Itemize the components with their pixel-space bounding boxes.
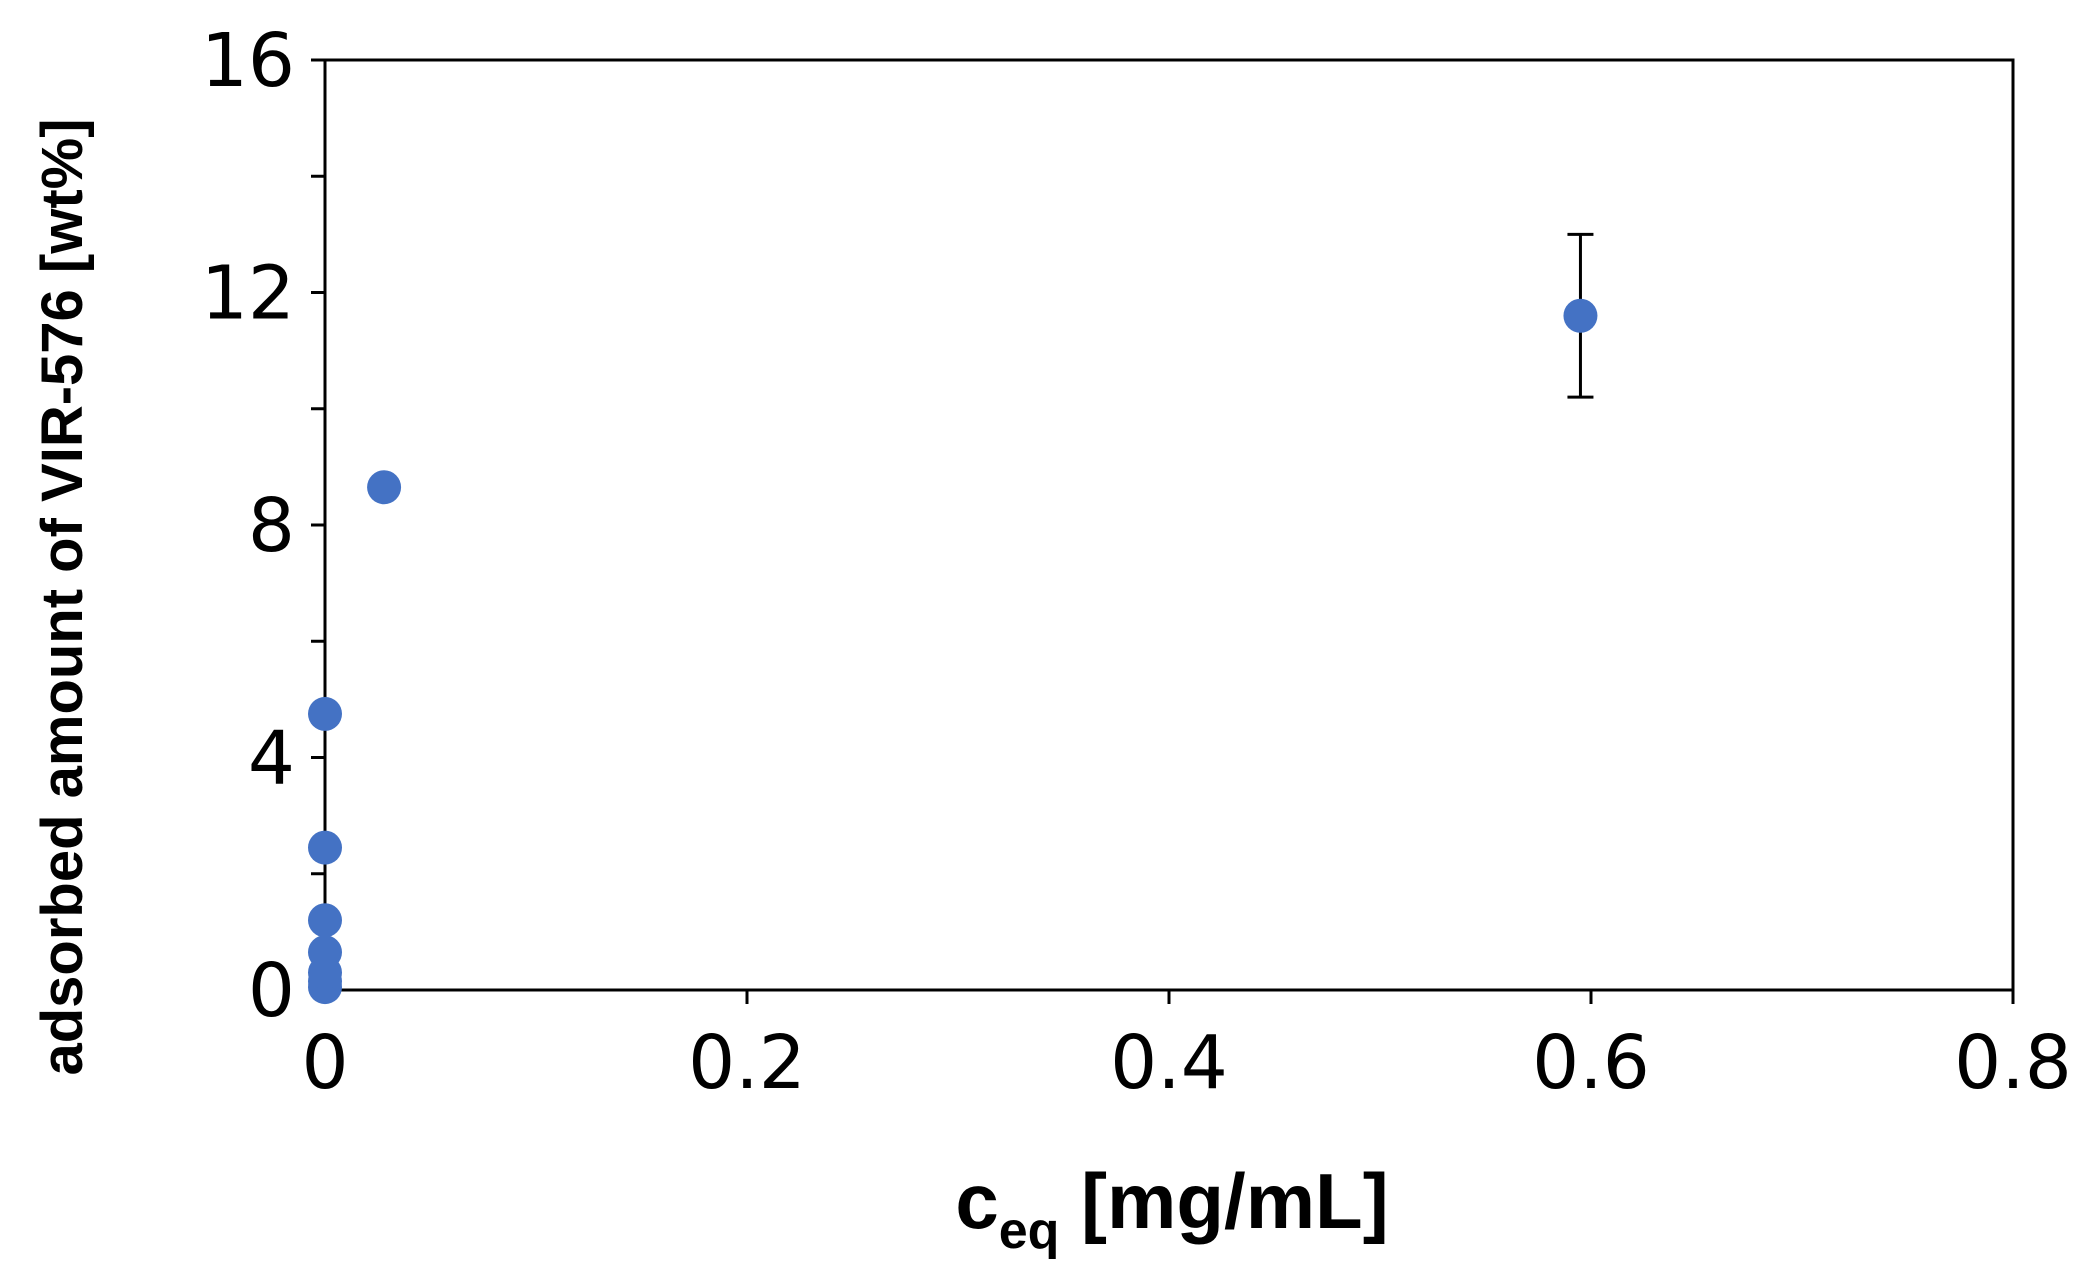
y-minor-ticks	[311, 174, 325, 876]
data-point	[308, 696, 342, 731]
x-tick-label: 0.6	[1532, 1020, 1650, 1106]
y-tick-label: 16	[201, 18, 295, 104]
data-point	[308, 903, 342, 938]
y-tick-label: 8	[248, 483, 295, 569]
x-axis-ticks: 0 0.2 0.4 0.6 0.8	[301, 990, 2072, 1106]
plot-frame	[323, 58, 2015, 992]
y-tick-label: 4	[248, 716, 295, 802]
x-tick-label: 0.2	[688, 1020, 806, 1106]
y-axis-ticks: 0 4 8 12 16	[201, 18, 325, 1034]
data-points	[308, 232, 1598, 1005]
x-tick-label: 0	[301, 1020, 348, 1106]
x-axis-title-subscript: eq	[999, 1202, 1060, 1260]
data-point	[308, 830, 342, 865]
x-axis-title-suffix: [mg/mL]	[1059, 1157, 1388, 1245]
y-tick-label: 0	[248, 948, 295, 1034]
data-point	[1563, 298, 1598, 333]
x-axis-title-base: c	[955, 1157, 998, 1245]
data-point	[308, 935, 342, 970]
x-tick-label: 0.4	[1110, 1020, 1228, 1106]
x-axis-title: ceq [mg/mL]	[955, 1157, 1388, 1260]
x-tick-label: 0.8	[1954, 1020, 2072, 1106]
data-point	[367, 470, 402, 505]
y-axis-title: adsorbed amount of VIR-576 [wt%]	[30, 118, 95, 1075]
plot-area-frame	[323, 58, 2015, 992]
y-tick-label: 12	[201, 251, 295, 337]
